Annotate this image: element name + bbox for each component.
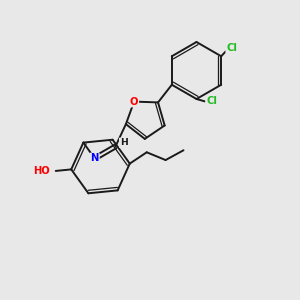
Text: H: H [120, 138, 128, 147]
Text: Cl: Cl [206, 96, 217, 106]
Text: N: N [91, 153, 99, 164]
Text: Cl: Cl [226, 43, 237, 53]
Text: O: O [130, 97, 138, 106]
Text: HO: HO [34, 166, 50, 176]
